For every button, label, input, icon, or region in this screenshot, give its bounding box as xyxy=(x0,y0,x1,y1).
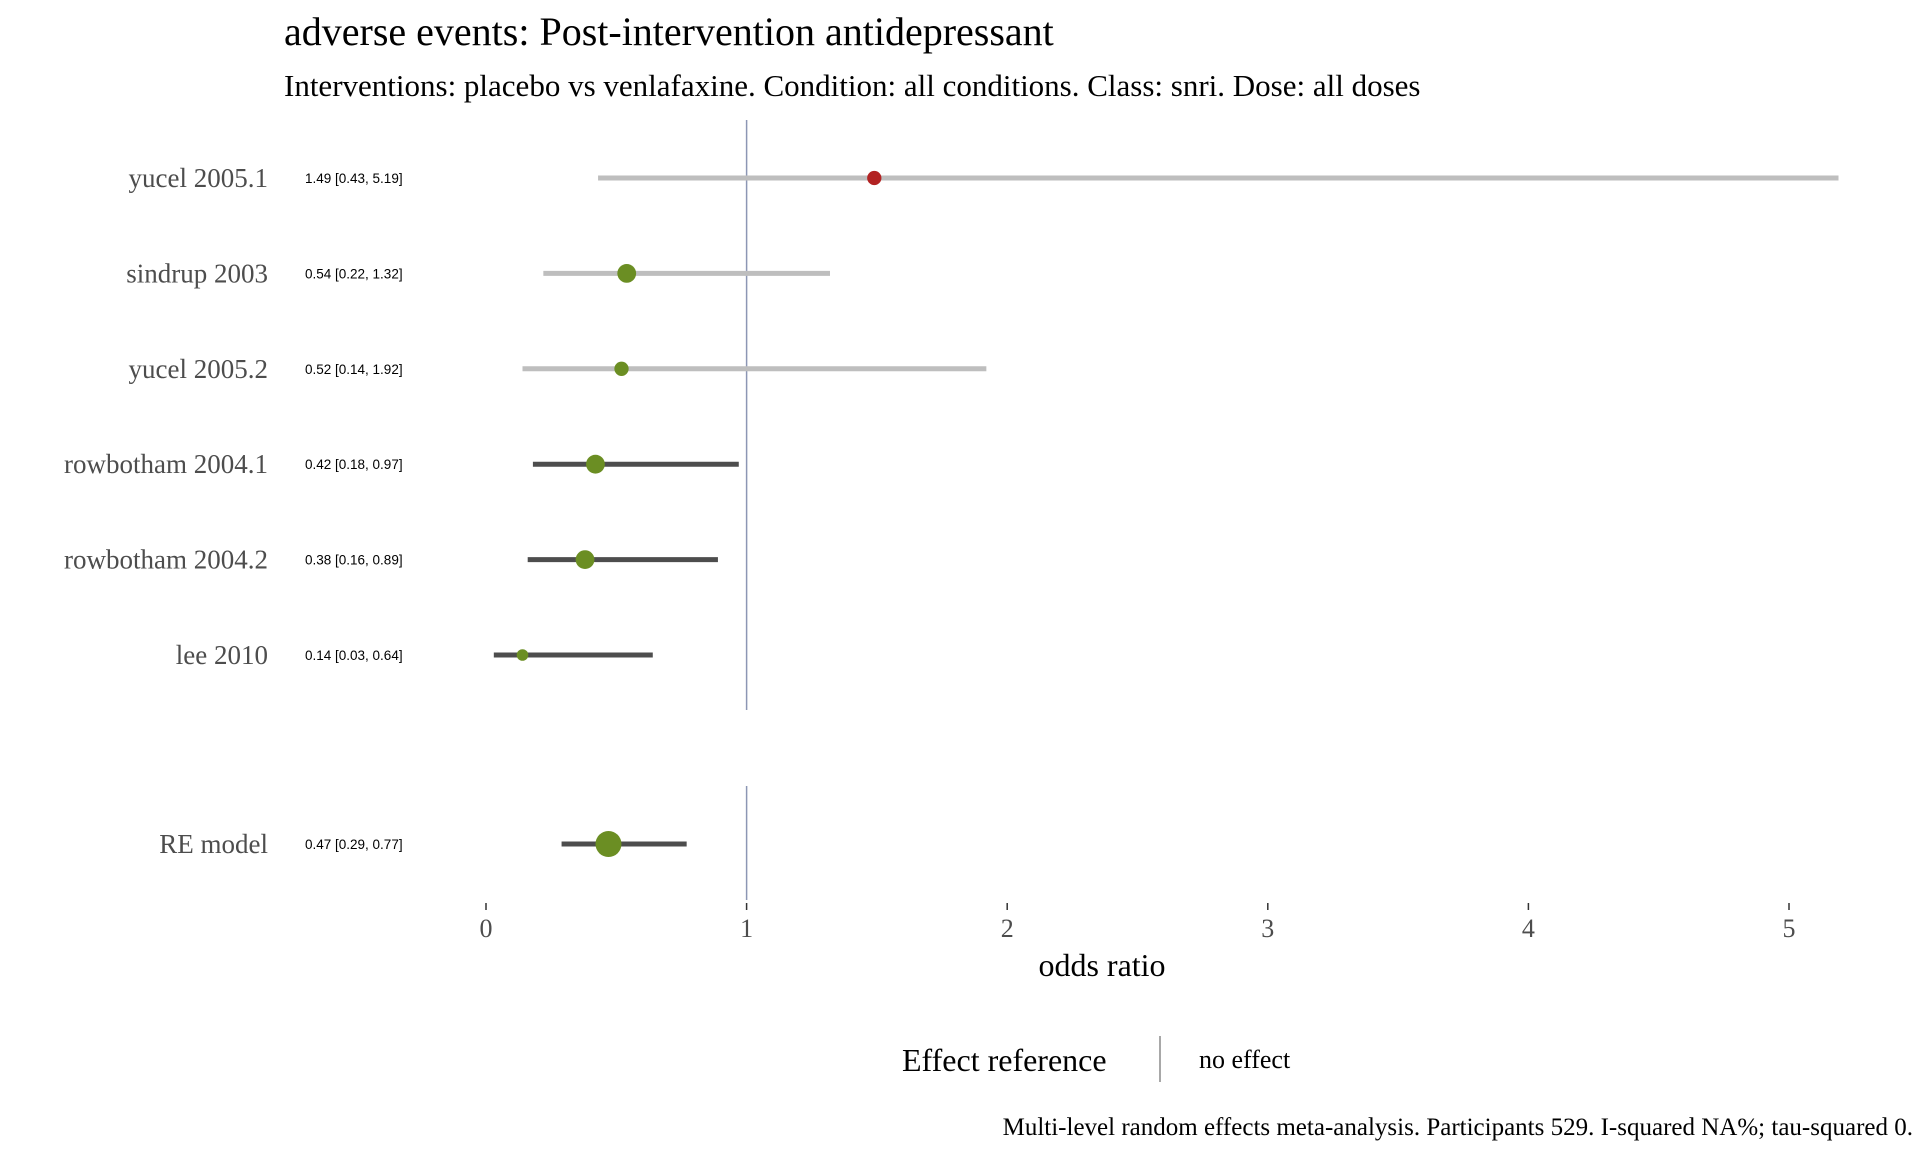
study-ci-text: 0.54 [0.22, 1.32] xyxy=(305,266,403,281)
x-tick-label: 4 xyxy=(1522,914,1535,943)
study-point xyxy=(867,170,882,186)
study-point xyxy=(586,454,605,474)
x-tick-label: 3 xyxy=(1261,914,1274,943)
x-tick-label: 1 xyxy=(740,914,753,943)
study-row: yucel 2005.1 1.49 [0.43, 5.19] xyxy=(129,163,1839,193)
legend: Effect reference no effect xyxy=(902,1036,1291,1082)
study-label: sindrup 2003 xyxy=(126,258,268,288)
study-label: rowbotham 2004.1 xyxy=(64,449,268,479)
study-label: rowbotham 2004.2 xyxy=(64,545,268,575)
chart-caption: Multi-level random effects meta-analysis… xyxy=(1003,1114,1913,1141)
study-label: yucel 2005.1 xyxy=(129,163,268,193)
study-point xyxy=(516,649,529,661)
chart-title: adverse events: Post-intervention antide… xyxy=(284,9,1054,54)
study-point xyxy=(575,550,595,569)
study-ci-text: 0.38 [0.16, 0.89] xyxy=(305,553,403,568)
study-rows: yucel 2005.1 1.49 [0.43, 5.19] sindrup 200… xyxy=(64,163,1839,670)
study-row: rowbotham 2004.2 0.38 [0.16, 0.89] xyxy=(64,545,718,575)
summary-point xyxy=(595,831,622,857)
legend-label: no effect xyxy=(1199,1045,1291,1074)
study-ci-text: 0.42 [0.18, 0.97] xyxy=(305,457,403,472)
x-tick-label: 2 xyxy=(1001,914,1014,943)
summary-row: RE model 0.47 [0.29, 0.77] xyxy=(159,829,687,859)
study-row: rowbotham 2004.1 0.42 [0.18, 0.97] xyxy=(64,449,739,479)
study-row: yucel 2005.2 0.52 [0.14, 1.92] xyxy=(129,354,987,384)
x-axis: 0 1 2 3 4 5 xyxy=(480,903,1796,943)
study-point xyxy=(617,264,637,283)
study-ci-text: 0.52 [0.14, 1.92] xyxy=(305,362,403,377)
study-row: sindrup 2003 0.54 [0.22, 1.32] xyxy=(126,258,830,288)
summary-row: RE model 0.47 [0.29, 0.77] xyxy=(159,829,687,859)
chart-subtitle: Interventions: placebo vs venlafaxine. C… xyxy=(284,68,1420,103)
summary-ci-text: 0.47 [0.29, 0.77] xyxy=(305,837,403,852)
x-tick-label: 0 xyxy=(480,914,493,943)
study-ci-text: 0.14 [0.03, 0.64] xyxy=(305,648,403,663)
study-point xyxy=(614,361,629,376)
study-label: lee 2010 xyxy=(176,640,268,670)
study-label: yucel 2005.2 xyxy=(129,354,268,384)
legend-title: Effect reference xyxy=(902,1042,1107,1078)
x-axis-title: odds ratio xyxy=(1038,947,1165,983)
study-ci-text: 1.49 [0.43, 5.19] xyxy=(305,171,403,186)
x-tick-label: 5 xyxy=(1783,914,1796,943)
study-row: lee 2010 0.14 [0.03, 0.64] xyxy=(176,640,653,670)
summary-label: RE model xyxy=(159,829,268,859)
